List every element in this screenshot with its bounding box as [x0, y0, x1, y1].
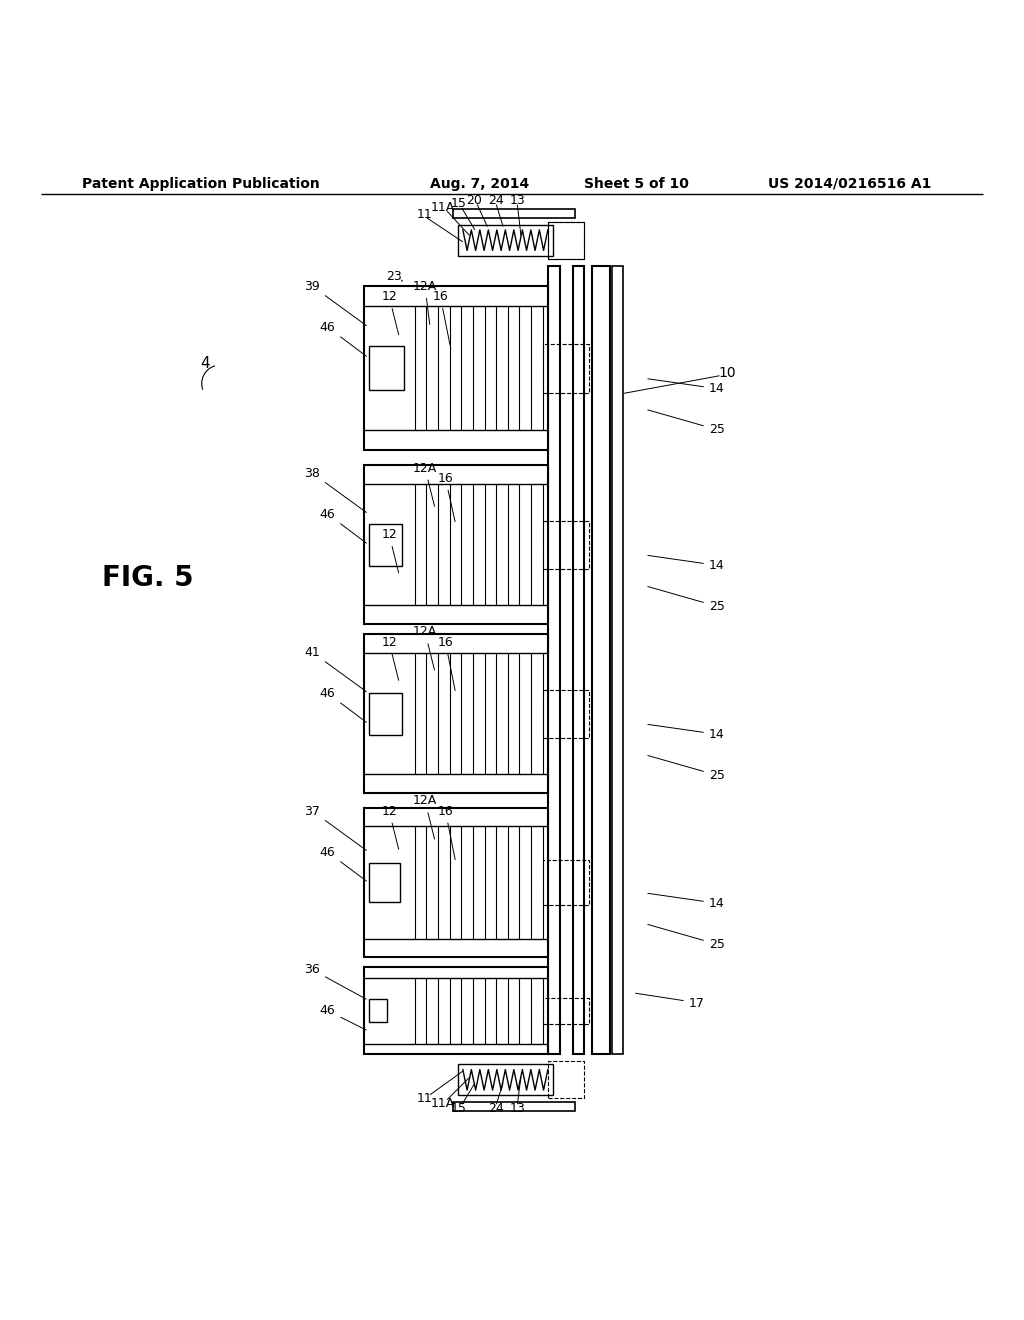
Text: 16: 16 [437, 635, 455, 690]
Bar [458, 224, 553, 256]
Bar [389, 286, 538, 306]
Text: US 2014/0216516 A1: US 2014/0216516 A1 [768, 177, 932, 191]
Text: Aug. 7, 2014: Aug. 7, 2014 [430, 177, 529, 191]
Text: 46: 46 [319, 321, 367, 356]
Text: 20: 20 [466, 194, 482, 207]
Text: FIG. 5: FIG. 5 [102, 564, 194, 593]
Text: 14: 14 [648, 894, 725, 909]
Text: 15: 15 [451, 1102, 467, 1115]
Text: 46: 46 [319, 846, 367, 880]
Text: 16: 16 [437, 804, 455, 859]
Text: 37: 37 [304, 804, 367, 850]
Text: 36: 36 [304, 964, 367, 999]
Text: 12A: 12A [413, 462, 437, 507]
Bar [548, 265, 560, 1055]
Bar [548, 222, 584, 259]
Text: 12: 12 [381, 528, 398, 573]
Text: 41: 41 [304, 645, 367, 692]
Text: 12A: 12A [413, 280, 437, 325]
Text: Sheet 5 of 10: Sheet 5 of 10 [584, 177, 688, 191]
Text: 12A: 12A [413, 795, 437, 840]
Text: 11: 11 [417, 209, 433, 220]
Bar [543, 998, 589, 1024]
Bar [364, 286, 548, 450]
Bar [543, 861, 589, 906]
Bar [364, 466, 548, 624]
Text: 39: 39 [304, 280, 367, 326]
Text: 10: 10 [718, 366, 736, 380]
Bar [548, 222, 584, 259]
Text: 12A: 12A [413, 626, 437, 671]
Text: 12: 12 [381, 290, 398, 335]
Text: 25: 25 [648, 586, 725, 612]
Text: 46: 46 [319, 1005, 367, 1030]
Bar [543, 343, 589, 393]
Bar [364, 808, 548, 957]
Text: 11A: 11A [430, 1097, 455, 1110]
Text: 13: 13 [509, 194, 525, 207]
Bar [573, 265, 584, 1055]
Text: 11A: 11A [430, 201, 455, 214]
Text: 23: 23 [386, 269, 402, 282]
Text: 25: 25 [648, 411, 725, 436]
Bar [369, 863, 400, 903]
Bar [453, 210, 575, 218]
Bar [548, 1061, 584, 1098]
Text: 13: 13 [509, 1102, 525, 1115]
Text: 4: 4 [200, 355, 210, 371]
Text: 12: 12 [381, 804, 398, 849]
Text: 38: 38 [304, 466, 367, 512]
Bar [543, 521, 589, 569]
Text: 16: 16 [432, 290, 450, 345]
Bar [453, 1102, 575, 1110]
Text: 11: 11 [417, 1092, 433, 1105]
Text: 12: 12 [381, 635, 398, 680]
Text: 46: 46 [319, 508, 367, 543]
Text: 46: 46 [319, 686, 367, 722]
Text: 17: 17 [688, 997, 705, 1010]
Text: Patent Application Publication: Patent Application Publication [82, 177, 319, 191]
Text: 25: 25 [648, 755, 725, 781]
Bar [592, 265, 610, 1055]
Text: 15: 15 [451, 197, 467, 210]
Text: 24: 24 [487, 1102, 504, 1115]
Bar [369, 693, 402, 735]
Bar [369, 524, 402, 566]
Bar [369, 346, 403, 389]
Text: 14: 14 [648, 725, 725, 741]
Text: 16: 16 [437, 471, 455, 521]
Bar [612, 265, 623, 1055]
Bar [364, 968, 548, 1055]
Bar [364, 635, 548, 793]
Text: 24: 24 [487, 194, 504, 207]
Bar [543, 690, 589, 738]
Bar [369, 999, 387, 1022]
Text: 14: 14 [648, 379, 725, 395]
Text: 14: 14 [648, 556, 725, 572]
Text: 25: 25 [648, 924, 725, 950]
Bar [458, 1064, 553, 1096]
